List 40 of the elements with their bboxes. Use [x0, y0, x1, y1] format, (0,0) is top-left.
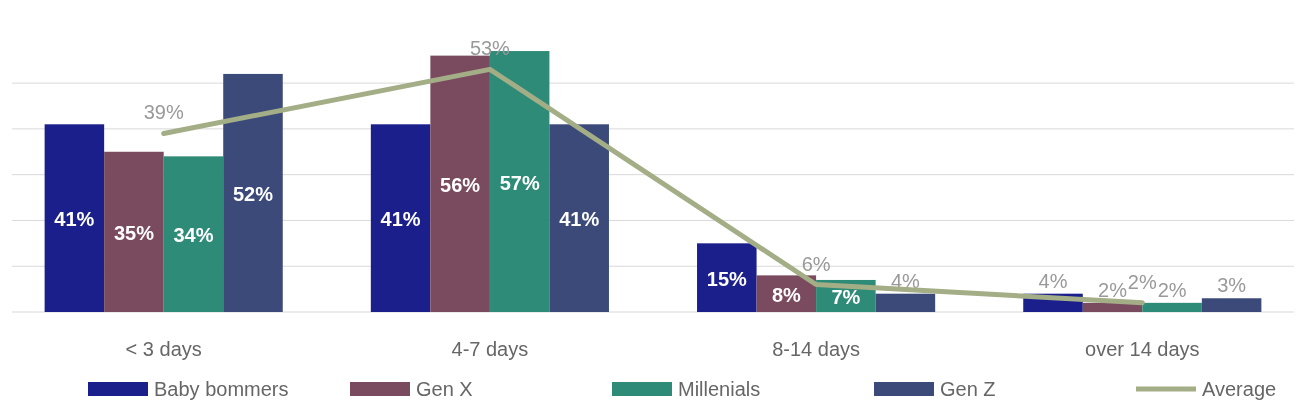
data-label: 4%	[890, 269, 921, 292]
bar	[104, 151, 164, 312]
data-label: 39%	[143, 101, 184, 124]
legend-label: Baby bommers	[154, 378, 289, 400]
data-label: 41%	[54, 208, 95, 231]
data-label: 6%	[801, 252, 831, 275]
bar	[549, 124, 609, 312]
legend-label: Average	[1202, 378, 1277, 400]
data-label: 56%	[440, 173, 481, 196]
data-label: 52%	[232, 182, 274, 205]
bar	[875, 293, 936, 312]
data-label: 3%	[1217, 274, 1247, 297]
data-label: 2%	[1098, 278, 1128, 301]
data-label: 7%	[831, 285, 861, 308]
bar	[223, 73, 283, 312]
legend-label: Gen X	[416, 378, 473, 400]
data-label: 4%	[1038, 269, 1068, 292]
legend-label: Millenials	[678, 378, 761, 400]
data-label: 57%	[499, 171, 540, 194]
data-label: 15%	[706, 267, 748, 290]
data-label: 2%	[1157, 278, 1187, 301]
x-tick-label: 8-14 days	[772, 338, 861, 360]
data-label: 53%	[469, 37, 511, 60]
bar	[430, 55, 490, 312]
data-label: 34%	[173, 224, 214, 247]
bar	[1142, 302, 1202, 312]
bar	[370, 124, 431, 312]
data-label: 8%	[771, 283, 802, 306]
bar	[697, 243, 757, 312]
data-label: 41%	[559, 208, 600, 231]
x-tick-label: < 3 days	[125, 338, 202, 360]
bar	[44, 124, 105, 312]
bar	[1201, 298, 1262, 312]
data-label: 41%	[380, 208, 421, 231]
data-label: 2%	[1127, 270, 1157, 293]
legend-label: Gen Z	[940, 378, 996, 400]
data-label: 35%	[113, 221, 155, 244]
bar	[163, 156, 224, 312]
x-tick-label: over 14 days	[1085, 338, 1200, 360]
x-tick-label: 4-7 days	[451, 338, 529, 360]
